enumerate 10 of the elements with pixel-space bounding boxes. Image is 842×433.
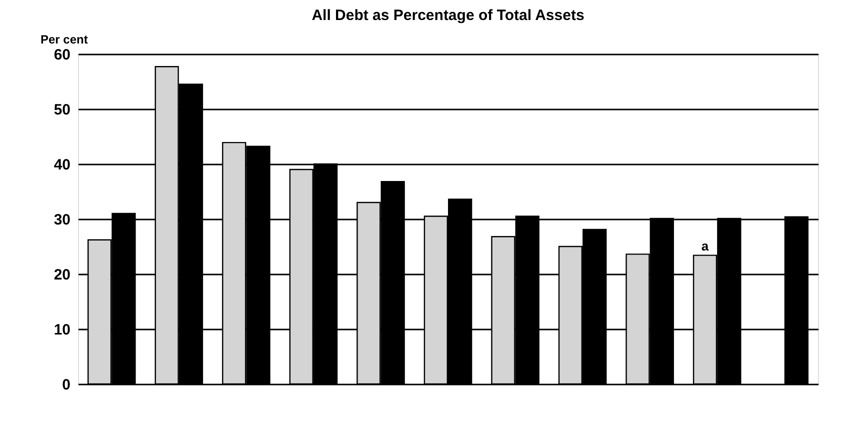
y-tick-label: 20	[54, 266, 70, 284]
y-tick-label: 40	[54, 156, 70, 174]
y-tick-label: 60	[54, 46, 70, 64]
chart-title: All Debt as Percentage of Total Assets	[312, 7, 584, 24]
y-tick-label: 0	[62, 376, 70, 394]
y-axis-title: Per cent	[40, 32, 88, 46]
y-tick-label: 50	[54, 102, 70, 118]
annotation: a	[701, 238, 710, 254]
y-tick-label: 10	[54, 322, 70, 338]
y-tick-label: 30	[54, 212, 70, 228]
